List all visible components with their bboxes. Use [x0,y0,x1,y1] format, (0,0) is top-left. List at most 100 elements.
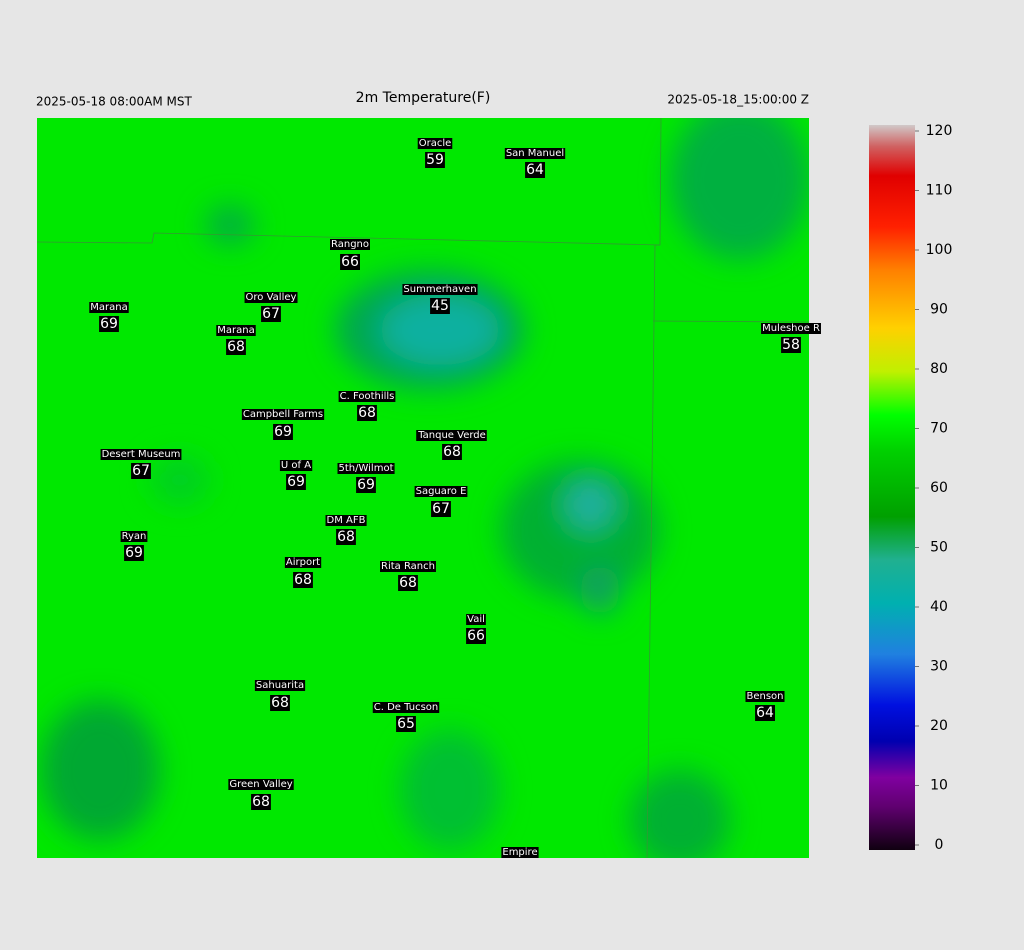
label-box [466,614,486,625]
label-box [261,306,281,322]
station-name: C. Foothills [340,391,395,402]
label-box [380,561,436,572]
station-value: 69 [274,424,292,440]
label-box [357,405,377,421]
label-box [425,152,445,168]
station-value: 69 [357,477,375,493]
colorbar-tick-label: 80 [930,361,948,377]
station-name: Benson [746,691,783,702]
map-title: 2m Temperature(F) [356,90,491,106]
station-name: San Manuel [506,148,564,159]
label-box [124,545,144,561]
label-box [396,716,416,732]
station-name: Saguaro E [416,486,467,497]
label-box [251,794,271,810]
station-name: Tanque Verde [417,430,486,441]
station-value: 65 [397,716,415,732]
station-name: Marana [217,325,254,336]
label-box [416,430,487,441]
label-box [337,463,395,474]
label-box [100,449,182,460]
label-box [430,298,450,314]
label-box [293,572,313,588]
station-name: Campbell Farms [243,409,323,420]
label-box [781,337,801,353]
map-field [37,118,809,858]
station-name: DM AFB [327,515,366,526]
station-value: 58 [782,337,800,353]
station-value: 59 [426,152,444,168]
station-name: Oro Valley [246,292,297,303]
label-box [525,162,545,178]
station-name: Empire [502,847,537,858]
station-name: Ryan [122,531,147,542]
colorbar-tick-label: 50 [930,540,948,556]
label-box [338,391,396,402]
station-value: 68 [399,575,417,591]
label-box [431,501,451,517]
label-box [745,691,785,702]
colorbar-tick-label: 40 [930,599,948,615]
station-value: 68 [294,572,312,588]
station-name: Vail [467,614,485,625]
label-box [226,339,246,355]
colorbar-tick-label: 60 [930,480,948,496]
station-name: 5th/Wilmot [339,463,394,474]
label-box [244,292,298,303]
label-box [254,680,306,691]
colorbar-tick-label: 120 [926,123,953,139]
station-name: C. De Tucson [374,702,438,713]
label-box [372,702,440,713]
station-value: 68 [252,794,270,810]
station-name: Summerhaven [403,284,476,295]
label-box [216,325,256,336]
label-box [761,323,821,334]
station-value: 67 [262,306,280,322]
label-box [398,575,418,591]
colorbar-tick-label: 10 [930,778,948,794]
station-value: 69 [125,545,143,561]
label-box [284,557,322,568]
label-box [270,695,290,711]
label-box [228,779,294,790]
label-box [501,847,539,858]
station-name: Airport [286,557,320,568]
station-value: 66 [467,628,485,644]
station-name: Sahuarita [256,680,304,691]
station-value: 69 [100,316,118,332]
label-box [402,284,478,295]
colorbar [869,125,915,850]
label-box [330,239,370,250]
label-box [120,531,148,542]
station-value: 67 [132,463,150,479]
label-box [336,529,356,545]
station-value: 68 [358,405,376,421]
station-name: U of A [281,460,311,471]
label-box [241,409,325,420]
station-value: 45 [431,298,449,314]
colorbar-tick-label: 90 [930,302,948,318]
station-name: Rangno [331,239,369,250]
station-value: 68 [443,444,461,460]
label-box [466,628,486,644]
colorbar-tick-label: 100 [926,242,953,258]
label-box [340,254,360,270]
valid-time-utc: 2025-05-18_15:00:00 Z [667,93,809,107]
label-box [273,424,293,440]
label-box [325,515,367,526]
terrain-shading [40,118,809,858]
station-name: Desert Museum [102,449,181,460]
station-value: 66 [341,254,359,270]
label-box [286,474,306,490]
label-box [504,148,566,159]
valid-time-local: 2025-05-18 08:00AM MST [36,95,192,109]
label-box [89,302,129,313]
station-value: 68 [227,339,245,355]
label-box [417,138,453,149]
station-value: 68 [337,529,355,545]
station-name: Muleshoe R [762,323,820,334]
station-value: 67 [432,501,450,517]
colorbar-tick-label: 30 [930,659,948,675]
